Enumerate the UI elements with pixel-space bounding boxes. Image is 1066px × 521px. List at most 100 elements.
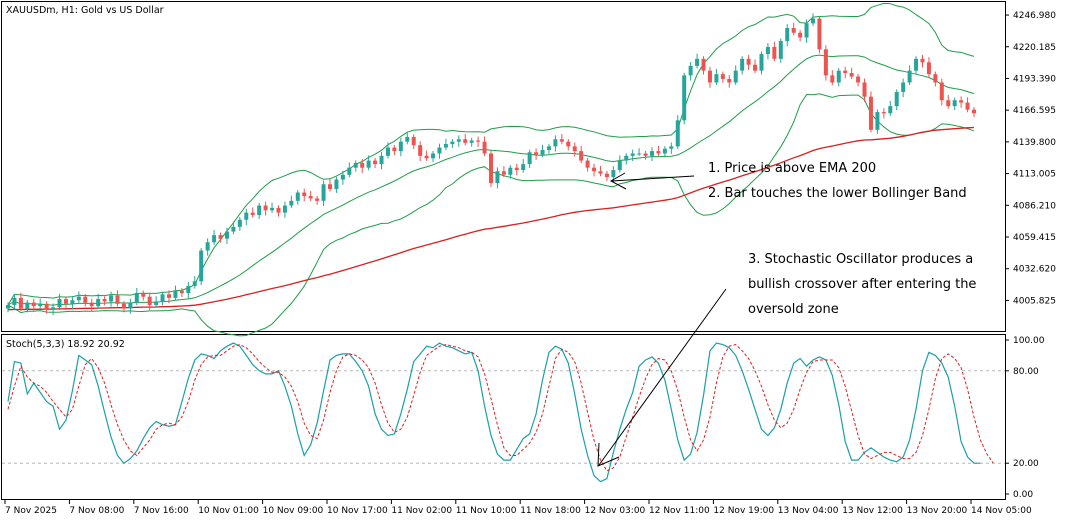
candle (482, 136, 487, 157)
candle (128, 298, 133, 314)
candle-body (315, 198, 320, 201)
candle-body (89, 302, 94, 307)
candle-body (6, 304, 10, 309)
candle-body (186, 286, 191, 294)
candle-body (360, 162, 365, 168)
candle-body (366, 160, 371, 168)
candle (476, 136, 481, 147)
candle (38, 298, 43, 309)
candle-body (231, 226, 236, 232)
annotation-1: 1. Price is above EMA 200 (708, 161, 876, 176)
candle (939, 78, 944, 106)
candle-body (424, 155, 429, 159)
candle-body (933, 74, 938, 83)
candle (791, 22, 796, 36)
candle-body (482, 141, 487, 154)
price-tick-label: 4139.800 (1013, 138, 1056, 148)
candle (656, 145, 661, 157)
candle (714, 68, 719, 86)
stoch-tick-label: 100.00 (1013, 336, 1045, 346)
candle-body (714, 74, 719, 83)
candle (212, 229, 217, 245)
ema-200 (7, 126, 975, 311)
candle (772, 41, 777, 62)
candle (450, 139, 455, 148)
candle-body (76, 296, 81, 301)
candle (63, 296, 68, 308)
candle-body (495, 171, 500, 184)
candle-body (405, 136, 410, 142)
candle-body (727, 78, 732, 83)
time-tick-label: 13 Nov 20:00 (907, 506, 968, 516)
candle (746, 54, 751, 70)
candle (257, 202, 262, 219)
candle-body (109, 295, 114, 302)
candle-body (96, 299, 101, 307)
candle (308, 190, 313, 202)
candle-body (881, 112, 886, 114)
candle-body (862, 82, 867, 97)
price-chart-title: XAUUSDm, H1: Gold vs US Dollar (6, 5, 164, 16)
candle (733, 65, 738, 86)
candle (379, 151, 384, 170)
candle (44, 301, 49, 314)
candle (443, 138, 448, 151)
candle (650, 147, 654, 162)
candle-body (920, 58, 925, 63)
candle (598, 166, 603, 177)
candle-body (643, 153, 648, 156)
candle (186, 282, 191, 299)
candle (856, 73, 861, 87)
candle (141, 290, 146, 301)
candle-body (263, 205, 268, 211)
candle (25, 299, 30, 313)
candle-body (914, 58, 919, 71)
candle-body (527, 152, 532, 165)
candle (675, 115, 680, 149)
candle (199, 247, 204, 286)
stochastic-lines (7, 342, 994, 483)
candle-body (353, 162, 358, 168)
candle-body (598, 171, 603, 174)
candle (759, 51, 764, 75)
candle-body (592, 167, 597, 172)
candle (431, 150, 436, 163)
candle-body (798, 32, 803, 38)
candle (173, 285, 178, 301)
arrow-3-line (598, 288, 727, 466)
candle (662, 146, 667, 158)
candle-body (12, 297, 17, 305)
time-tick-label: 13 Nov 12:00 (842, 506, 903, 516)
price-tick-label: 4166.595 (1013, 106, 1056, 116)
candle-body (443, 144, 448, 148)
candle-body (701, 58, 706, 71)
candle-body (746, 58, 751, 65)
candle-body (688, 65, 693, 76)
candle-body (31, 302, 36, 307)
candle-body (141, 293, 146, 297)
candle (637, 148, 642, 157)
candle (276, 205, 281, 217)
candle (527, 149, 532, 169)
candle (224, 227, 229, 244)
candle-body (572, 146, 577, 152)
candle (437, 143, 442, 159)
candle-body (695, 58, 700, 66)
candle-body (321, 184, 326, 201)
candle-body (57, 299, 62, 308)
candle (862, 78, 867, 102)
candle (76, 291, 81, 303)
candle (405, 131, 410, 145)
candle-body (289, 200, 294, 206)
candle (328, 179, 332, 192)
price-tick-label: 4193.390 (1013, 74, 1056, 84)
candle-body (501, 171, 506, 175)
candle-body (785, 28, 790, 42)
candle (553, 135, 558, 152)
candle-body (347, 167, 352, 175)
candle (418, 141, 423, 162)
candle-body (843, 70, 848, 74)
time-tick-label: 11 Nov 02:00 (391, 506, 452, 516)
candle (295, 189, 300, 205)
candle (495, 167, 500, 189)
